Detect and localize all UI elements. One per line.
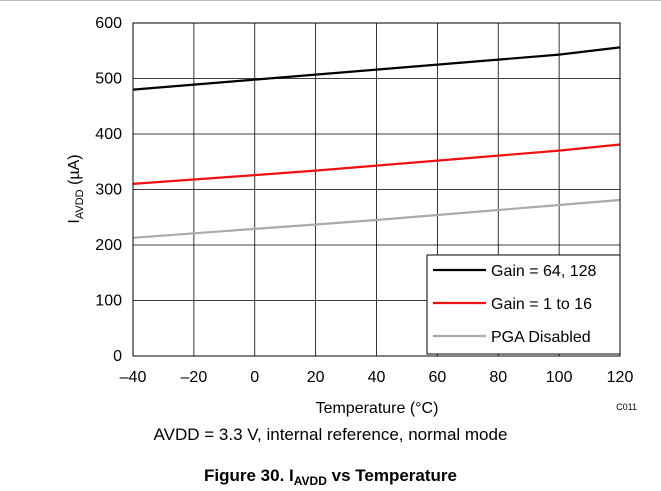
legend: Gain = 64, 128 Gain = 1 to 16 PGA Disabled xyxy=(426,254,621,355)
figure-caption: Figure 30. IAVDD vs Temperature xyxy=(204,466,457,488)
y-tick-label: 500 xyxy=(95,71,122,88)
chart-note: AVDD = 3.3 V, internal reference, normal… xyxy=(153,425,508,444)
y-axis-label: IAVDD (µA) xyxy=(66,154,86,223)
legend-label-0: Gain = 64, 128 xyxy=(491,263,597,280)
x-tick-label: 100 xyxy=(546,369,573,386)
y-tick-labels: 0 100 200 300 400 500 600 xyxy=(95,15,122,365)
series-line-1 xyxy=(132,143,621,185)
top-rule xyxy=(0,0,661,1)
legend-box xyxy=(426,254,621,355)
figure-code: C011 xyxy=(616,402,637,412)
chart: 0 100 200 300 400 500 600 –40 –20 0 20 40 60 80 100 12… xyxy=(66,15,637,417)
legend-label-1: Gain = 1 to 16 xyxy=(491,296,592,313)
plot-frame xyxy=(132,22,621,357)
series-layer xyxy=(132,46,621,239)
y-tick-label: 0 xyxy=(113,348,122,365)
x-tick-label: 60 xyxy=(428,369,446,386)
x-tick-label: 120 xyxy=(607,369,634,386)
x-tick-label: –20 xyxy=(181,369,208,386)
y-tick-label: 100 xyxy=(95,293,122,310)
x-tick-label: 0 xyxy=(250,369,259,386)
x-tick-label: 40 xyxy=(368,369,386,386)
y-tick-label: 600 xyxy=(95,15,122,32)
legend-label-2: PGA Disabled xyxy=(491,329,591,346)
y-tick-label: 200 xyxy=(95,237,122,254)
x-tick-label: 20 xyxy=(307,369,325,386)
x-tick-labels: –40 –20 0 20 40 60 80 100 120 xyxy=(120,369,634,386)
x-tick-label: –40 xyxy=(120,369,147,386)
x-tick-label: 80 xyxy=(489,369,507,386)
y-tick-label: 400 xyxy=(95,126,122,143)
series-line-0 xyxy=(132,46,621,91)
y-tick-label: 300 xyxy=(95,182,122,199)
series-line-2 xyxy=(132,198,621,239)
x-axis-label: Temperature (°C) xyxy=(316,400,439,417)
